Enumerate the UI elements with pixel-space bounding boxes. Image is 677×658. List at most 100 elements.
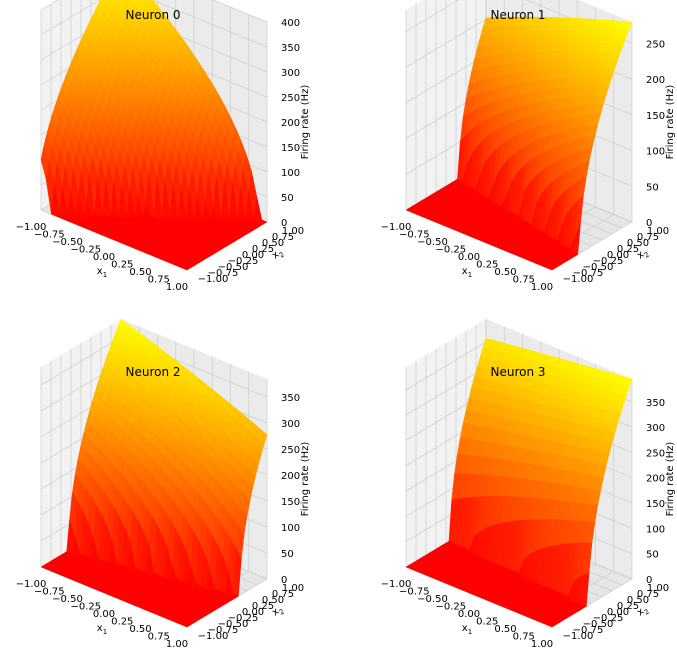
y-tick-label: 0.25 — [617, 601, 639, 612]
x-axis-label: x1 — [97, 266, 107, 279]
y-tick-label: 0.00 — [607, 250, 629, 261]
x-tick-label: 0.75 — [513, 275, 535, 286]
z-tick-label: 150 — [646, 111, 665, 122]
x-tick-label: 0.50 — [494, 624, 516, 635]
y-tick-label: 0.00 — [242, 607, 264, 618]
z-tick-label: 200 — [646, 75, 665, 86]
grid-z-back — [40, 0, 59, 11]
y-tick-label: 0.75 — [272, 589, 294, 600]
z-tick-label: 250 — [646, 448, 665, 459]
x-tick-label: −0.75 — [399, 587, 430, 598]
x-tick-label: −0.75 — [34, 587, 65, 598]
z-tick-label: 300 — [646, 423, 665, 434]
surface-patch — [546, 265, 556, 271]
y-tick-label: 0.00 — [607, 607, 629, 618]
y-tick-label: 1.00 — [282, 226, 304, 237]
x-tick-label: 0.50 — [129, 624, 151, 635]
subplot-title: Neuron 0 — [125, 8, 180, 22]
y-tick-label: 0.25 — [252, 244, 274, 255]
x-tick-label: 0.25 — [111, 260, 133, 271]
y-tick-label: −0.25 — [228, 256, 259, 267]
y-tick-label: 0.75 — [637, 232, 659, 243]
z-tick-label: 100 — [646, 524, 665, 535]
z-tick-label: 250 — [281, 93, 300, 104]
x-tick-label: −1.00 — [16, 579, 47, 590]
x-tick-label: 0.25 — [476, 617, 498, 628]
y-tick-label: 0.75 — [272, 232, 294, 243]
y-tick-label: 0.50 — [627, 595, 649, 606]
y-tick-label: 0.50 — [262, 238, 284, 249]
z-tick-label: 50 — [646, 182, 659, 193]
z-tick-label: 350 — [646, 398, 665, 409]
surface-patch — [181, 265, 191, 271]
z-tick-label: 150 — [281, 497, 300, 508]
z-tick-label: 350 — [281, 393, 300, 404]
x-tick-label: 1.00 — [531, 639, 553, 650]
subplot-title: Neuron 1 — [490, 8, 545, 22]
y-tick-label: 1.00 — [647, 226, 669, 237]
z-tick-label: 0 — [646, 218, 652, 229]
z-tick-label: 100 — [646, 147, 665, 158]
z-tick-label: 0 — [646, 575, 652, 586]
subplot-2: −1.00−0.75−0.50−0.250.000.250.500.751.00… — [16, 318, 311, 650]
x-tick-label: 0.00 — [458, 252, 480, 263]
z-tick-label: 100 — [281, 523, 300, 534]
x-tick-label: 1.00 — [531, 282, 553, 293]
y-tick-label: −0.75 — [208, 268, 239, 279]
x-axis-label: x1 — [97, 623, 107, 636]
y-tick-label: −1.00 — [198, 274, 229, 285]
x-tick-label: −1.00 — [16, 222, 47, 233]
x-tick-label: −0.25 — [70, 602, 101, 613]
y-tick-label: 0.25 — [252, 601, 274, 612]
x-tick-label: 0.75 — [148, 632, 170, 643]
z-tick-label: 350 — [281, 43, 300, 54]
y-tick-label: −1.00 — [563, 631, 594, 642]
z-axis-label: Firing rate (Hz) — [665, 85, 676, 160]
y-tick-label: −0.25 — [593, 613, 624, 624]
y-tick-label: −1.00 — [563, 274, 594, 285]
y-tick-label: −0.75 — [208, 625, 239, 636]
x-tick-label: −1.00 — [381, 222, 412, 233]
y-tick-label: −0.50 — [218, 619, 249, 630]
grid-z-back — [405, 54, 487, 104]
x-tick-label: 1.00 — [166, 282, 188, 293]
z-tick-label: 250 — [281, 445, 300, 456]
x-tick-label: −0.75 — [34, 230, 65, 241]
y-tick-label: −0.25 — [228, 613, 259, 624]
x-tick-label: −1.00 — [381, 579, 412, 590]
x-axis-label: x1 — [462, 623, 472, 636]
x-tick-label: 0.25 — [476, 260, 498, 271]
x-tick-label: 1.00 — [166, 639, 188, 650]
grid-z-back — [405, 341, 487, 391]
subplot-3: −1.00−0.75−0.50−0.250.000.250.500.751.00… — [381, 319, 676, 650]
y-tick-label: 0.50 — [627, 238, 649, 249]
y-tick-label: −0.75 — [573, 625, 604, 636]
z-tick-label: 50 — [281, 549, 294, 560]
x-tick-label: 0.00 — [93, 609, 115, 620]
grid-z-back — [405, 18, 487, 68]
subplot-title: Neuron 2 — [125, 365, 180, 379]
z-tick-label: 100 — [281, 168, 300, 179]
y-tick-label: −0.50 — [218, 262, 249, 273]
x-tick-label: 0.75 — [513, 632, 535, 643]
z-tick-label: 50 — [281, 193, 294, 204]
z-tick-label: 200 — [281, 471, 300, 482]
surface-patch — [546, 622, 556, 628]
z-tick-label: 300 — [281, 419, 300, 430]
y-tick-label: −0.75 — [573, 268, 604, 279]
z-tick-label: 0 — [281, 218, 287, 229]
y-tick-label: 1.00 — [282, 583, 304, 594]
x-tick-label: 0.00 — [458, 609, 480, 620]
y-tick-label: 0.75 — [637, 589, 659, 600]
y-tick-label: 0.25 — [617, 244, 639, 255]
z-tick-label: 250 — [646, 39, 665, 50]
x-tick-label: 0.25 — [111, 617, 133, 628]
x-tick-label: −0.50 — [417, 594, 448, 605]
grid-z-right — [151, 0, 268, 48]
z-axis-label: Firing rate (Hz) — [300, 442, 311, 517]
z-axis-label: Firing rate (Hz) — [300, 85, 311, 160]
z-tick-label: 200 — [646, 474, 665, 485]
y-tick-label: 0.50 — [262, 595, 284, 606]
x-tick-label: −0.25 — [435, 245, 466, 256]
